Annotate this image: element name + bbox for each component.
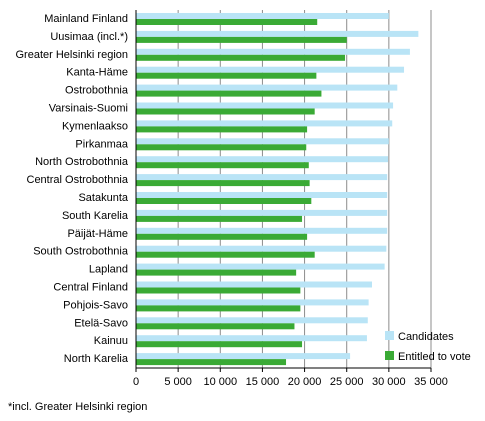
bar-candidates [136,317,368,324]
category-label: Satakunta [78,192,128,204]
bar-entitled-to-vote [136,233,308,240]
category-label: North Ostrobothnia [35,156,129,168]
legend-label: Entitled to vote [398,351,471,363]
footnote: *incl. Greater Helsinki region [8,401,148,413]
bar-entitled-to-vote [136,269,297,276]
bar-candidates [136,281,372,288]
bar-candidates [136,66,405,73]
category-label: Ostrobothnia [65,85,129,97]
bar-candidates [136,13,389,19]
bar-candidates [136,245,387,252]
bar-candidates [136,353,351,360]
category-label: Varsinais-Suomi [49,103,128,115]
bar-candidates [136,30,419,37]
category-label: South Ostrobothnia [33,246,129,258]
bar-candidates [136,227,388,234]
category-label: Pohjois-Savo [63,299,128,311]
x-tick-label: 10 000 [203,376,237,388]
bar-entitled-to-vote [136,19,318,25]
bar-entitled-to-vote [136,215,303,222]
bar-entitled-to-vote [136,144,307,151]
bar-entitled-to-vote [136,180,310,187]
x-tick-label: 30 000 [372,376,406,388]
category-label: Kymenlaakso [62,120,128,132]
category-label: Päijät-Häme [67,228,128,240]
category-label: Kanta-Häme [66,67,128,79]
bar-candidates [136,84,398,91]
category-label: Lapland [89,264,128,276]
bar-candidates [136,138,389,145]
bar-entitled-to-vote [136,72,317,79]
category-label: North Karelia [64,353,129,365]
x-tick-label: 35 000 [414,376,448,388]
bar-candidates [136,120,393,127]
bar-candidates [136,299,369,306]
bar-entitled-to-vote [136,341,303,348]
category-label: Mainland Finland [44,13,128,25]
bar-entitled-to-vote [136,90,322,97]
bar-candidates [136,335,367,342]
bar-candidates [136,156,389,163]
bar-entitled-to-vote [136,36,347,43]
category-label: Kainuu [94,335,128,347]
x-tick-label: 15 000 [246,376,280,388]
category-label: South Karelia [62,210,129,222]
category-label: Central Finland [53,282,128,294]
bar-candidates [136,102,394,109]
bar-entitled-to-vote [136,287,301,294]
legend-label: Candidates [398,331,454,343]
bar-entitled-to-vote [136,108,315,115]
bar-candidates [136,48,410,55]
bar-entitled-to-vote [136,126,308,133]
legend-swatch [385,331,394,340]
bar-entitled-to-vote [136,162,309,169]
category-label: Greater Helsinki region [16,49,129,61]
bar-entitled-to-vote [136,323,295,330]
bar-candidates [136,192,388,198]
x-tick-label: 20 000 [288,376,322,388]
bar-entitled-to-vote [136,54,346,61]
bar-candidates [136,263,385,270]
category-label: Uusimaa (incl.*) [50,31,128,43]
category-label: Central Ostrobothnia [27,174,129,186]
x-tick-label: 0 [133,376,139,388]
category-label: Etelä-Savo [74,317,128,329]
x-tick-label: 25 000 [330,376,364,388]
bar-entitled-to-vote [136,359,287,366]
category-label: Pirkanmaa [75,138,128,150]
bar-candidates [136,174,388,181]
x-tick-label: 5 000 [164,376,192,388]
bar-entitled-to-vote [136,251,315,258]
bar-entitled-to-vote [136,305,301,312]
bar-candidates [136,209,388,216]
bar-entitled-to-vote [136,198,312,204]
legend-swatch [385,351,394,360]
